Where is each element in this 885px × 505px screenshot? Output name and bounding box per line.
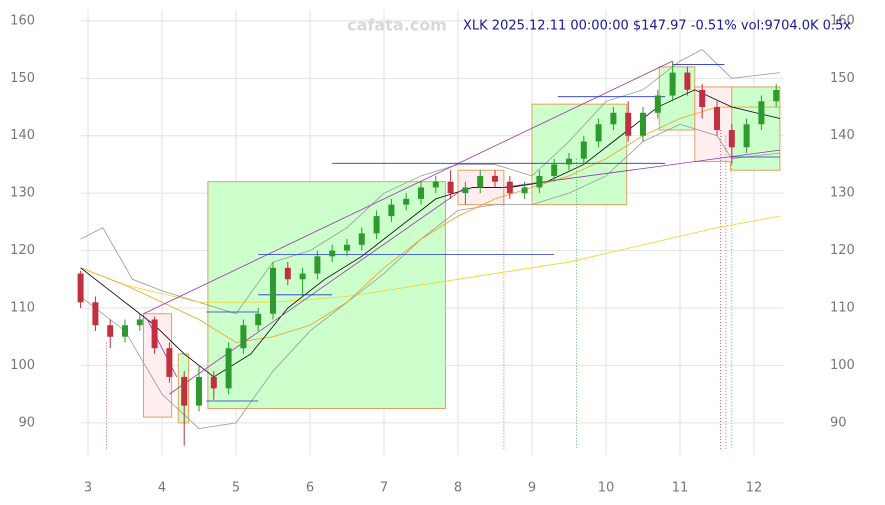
y-tick-label: 90 [18,415,35,430]
y-tick-label: 140 [10,128,35,143]
candle-body [388,204,395,217]
trend-line [143,60,673,315]
candle-body [358,233,365,245]
y-tick-label: 110 [10,301,35,316]
y-tick-label-right: 140 [830,128,855,143]
candle-body [462,187,469,194]
candle-body [595,124,602,142]
candle-body [418,187,424,199]
candle-body [107,325,114,337]
candle-body [492,175,498,182]
x-tick-label: 10 [598,481,615,496]
indicator-line [80,215,780,303]
candle-body [284,267,291,280]
x-tick-label: 9 [528,481,536,496]
y-tick-label-right: 90 [830,415,847,430]
y-tick-label-right: 100 [830,358,855,373]
candle-body [92,302,99,326]
candle-body [758,101,765,125]
candle-body [743,124,750,148]
candle-body [136,319,143,326]
y-tick-label-right: 150 [830,71,855,86]
y-tick-label: 130 [10,186,35,201]
candle-body [477,175,484,188]
candle-body [122,325,128,337]
candle-body [77,273,84,303]
candle-body [580,141,587,159]
y-tick-label-right: 160 [830,13,855,28]
candle-body [610,112,617,125]
candle-body [728,130,735,148]
indicator-line [80,49,780,315]
candle-body [432,181,439,188]
candle-body [566,158,572,165]
candle-body [536,175,543,188]
header-info: XLK 2025.12.11 00:00:00 $147.97 -0.51% v… [463,19,851,34]
y-tick-label: 100 [10,358,35,373]
x-tick-label: 12 [746,481,763,496]
y-tick-label-right: 130 [830,186,855,201]
x-tick-label: 4 [158,481,166,496]
y-tick-label-right: 120 [830,243,855,258]
candle-body [640,112,646,136]
candle-body [506,181,513,194]
x-tick-label: 6 [306,481,314,496]
x-tick-label: 7 [380,481,388,496]
candle-body [240,325,247,349]
candle-body [314,256,321,274]
candle-body [225,348,232,389]
candle-body [684,72,691,90]
candle-body [210,376,217,389]
watermark: cafata.com [347,16,447,35]
trend-line [169,187,466,395]
candle-body [329,250,336,257]
candle-body [181,376,188,406]
candle-body [773,89,780,102]
candle-body [403,198,410,205]
x-tick-label: 11 [672,481,689,496]
candle-body [551,164,558,176]
candle-body [299,273,306,280]
trend-line [502,149,780,188]
candle-body [166,348,173,377]
candle-body [270,267,276,314]
candle-body [344,244,350,251]
candle-body [669,72,676,96]
candle-body [255,313,262,326]
y-tick-label: 150 [10,71,35,86]
x-tick-label: 5 [232,481,240,496]
candle-body [447,181,454,194]
candle-body [699,89,706,108]
y-tick-label: 160 [10,13,35,28]
x-tick-label: 8 [454,481,462,496]
y-tick-label: 120 [10,243,35,258]
candle-body [714,107,720,131]
candle-body [151,319,158,349]
candle-body [521,187,528,194]
indicator-line [80,89,780,378]
candle-body [654,95,661,113]
y-tick-label-right: 110 [830,301,855,316]
candle-body [196,376,202,406]
x-tick-label: 3 [84,481,92,496]
candle-body [625,112,632,136]
candle-body [373,216,380,234]
indicator-line [80,123,780,430]
